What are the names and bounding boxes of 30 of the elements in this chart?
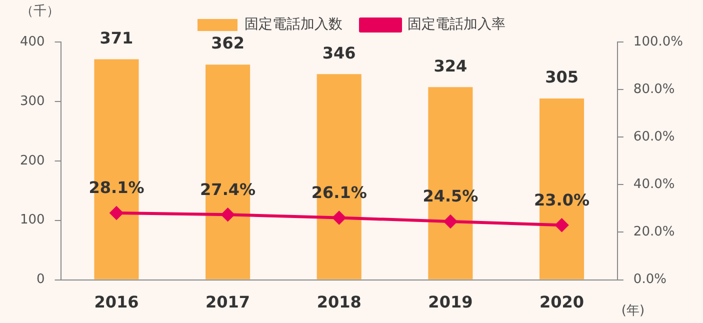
y-tick-label: 200 [20, 153, 45, 168]
x-tick-label: 2020 [540, 292, 584, 312]
y-tick-label: 0 [36, 272, 45, 288]
y-axis-title: （千） [20, 4, 60, 19]
y-tick-label: 300 [20, 94, 45, 109]
y2-tick-label: 100.0% [633, 34, 684, 50]
point [555, 218, 568, 232]
data-label: 324 [434, 56, 468, 76]
y2-tick-label: 20.0% [633, 224, 675, 240]
y2-tick-label: 0.0% [633, 272, 666, 288]
y-tick-label: 100 [20, 212, 45, 228]
x-axis-title: (年) [621, 303, 645, 318]
x-tick-label: 2016 [94, 292, 139, 312]
point [221, 208, 234, 222]
data-label: 371 [100, 28, 134, 48]
legend-label: 固定電話加入数 [244, 16, 342, 33]
data-label: 346 [322, 43, 356, 62]
y-tick-label: 400 [20, 34, 45, 50]
point [444, 215, 457, 228]
y2-tick-label: 40.0% [633, 177, 675, 192]
legend-label: 固定電話加入率 [408, 16, 506, 33]
data-label: 305 [545, 68, 578, 87]
y2-tick-label: 80.0% [633, 82, 675, 97]
point [332, 211, 346, 224]
x-tick-label: 2019 [428, 292, 473, 312]
x-tick-label: 2017 [206, 292, 250, 312]
x-tick-label: 2018 [316, 292, 362, 312]
data-label: 362 [211, 34, 244, 53]
point [110, 206, 123, 220]
y2-tick-label: 60.0% [633, 129, 675, 144]
